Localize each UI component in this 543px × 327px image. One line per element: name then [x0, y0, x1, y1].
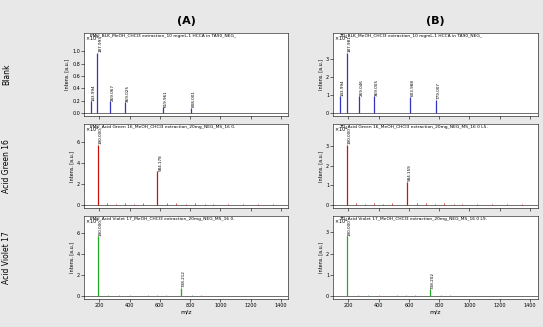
Text: 269.046: 269.046 — [359, 79, 364, 96]
Text: 808.001: 808.001 — [192, 90, 196, 107]
Y-axis label: Intens. [a.u.]: Intens. [a.u.] — [318, 150, 323, 181]
Text: (B): (B) — [426, 16, 445, 26]
Text: 143.994: 143.994 — [92, 84, 96, 101]
Text: Acid Violet 17: Acid Violet 17 — [2, 231, 11, 284]
Text: ×10$^{4}$: ×10$^{4}$ — [334, 125, 349, 134]
Text: 369.005: 369.005 — [375, 79, 379, 96]
Y-axis label: Intens. [a.u.]: Intens. [a.u.] — [65, 59, 70, 90]
X-axis label: m/z: m/z — [180, 310, 192, 315]
Text: 603.988: 603.988 — [411, 79, 414, 96]
Text: Blank: Blank — [2, 63, 11, 85]
Text: 190.000: 190.000 — [98, 219, 103, 236]
Text: ×10$^{5}$: ×10$^{5}$ — [85, 34, 99, 43]
Y-axis label: Intens. [a.u.]: Intens. [a.u.] — [318, 242, 323, 273]
Text: TTI_BLK_MeOH_CHCl3 extraction_10 mgmL-1 HCCA in TA90_NEG_: TTI_BLK_MeOH_CHCl3 extraction_10 mgmL-1 … — [339, 34, 483, 38]
Text: 738.202: 738.202 — [431, 272, 434, 289]
Text: 584.178: 584.178 — [158, 154, 162, 171]
Text: ×10$^{4}$: ×10$^{4}$ — [334, 217, 349, 226]
Text: 190.000: 190.000 — [98, 127, 103, 144]
Text: ×10$^{4}$: ×10$^{4}$ — [85, 217, 99, 226]
Text: TTI_Acid Violet 17_MeOH_CHCl3 extraction_20mg_NEG_MS_16 0 L9.: TTI_Acid Violet 17_MeOH_CHCl3 extraction… — [339, 217, 488, 221]
Text: 190.000: 190.000 — [348, 127, 352, 144]
Text: PMU_BLK_MeOH_CHCl3 extraction_10 mgmL-1 HCCA in TA90_NEG_: PMU_BLK_MeOH_CHCl3 extraction_10 mgmL-1 … — [90, 34, 236, 38]
Text: 619.961: 619.961 — [163, 90, 168, 107]
X-axis label: m/z: m/z — [430, 310, 441, 315]
Text: ×10$^{4}$: ×10$^{4}$ — [85, 125, 99, 134]
Y-axis label: Intens. [a.u.]: Intens. [a.u.] — [69, 150, 74, 181]
Text: Acid Green 16: Acid Green 16 — [2, 139, 11, 193]
Text: 584.159: 584.159 — [407, 164, 412, 181]
Y-axis label: Intens. [a.u.]: Intens. [a.u.] — [318, 59, 323, 90]
Text: PMU_Acid Violet 17_MeOH_CHCl3 extraction_20mg_NEG_MS_16 0.: PMU_Acid Violet 17_MeOH_CHCl3 extraction… — [90, 217, 235, 221]
Text: 269.067: 269.067 — [110, 84, 115, 101]
Text: ×10$^{4}$: ×10$^{4}$ — [334, 34, 349, 43]
Text: TTI_Acid Green 16_MeOH_CHCl3 extraction_20mg_NEG_MS_16 0 L5.: TTI_Acid Green 16_MeOH_CHCl3 extraction_… — [339, 125, 488, 129]
Text: 143.994: 143.994 — [341, 79, 345, 96]
Text: (A): (A) — [177, 16, 195, 26]
Y-axis label: Intens. [a.u.]: Intens. [a.u.] — [69, 242, 74, 273]
Text: 738.212: 738.212 — [181, 270, 186, 287]
Text: 779.007: 779.007 — [437, 82, 441, 99]
Text: 190.000: 190.000 — [348, 219, 352, 236]
Text: 187.981: 187.981 — [348, 36, 351, 53]
Text: 187.993: 187.993 — [98, 36, 102, 53]
Text: 369.025: 369.025 — [125, 85, 130, 102]
Text: PMU_Acid Green 16_MeOH_CHCl3 extraction_20mg_NEG_MS_16 0.: PMU_Acid Green 16_MeOH_CHCl3 extraction_… — [90, 125, 236, 129]
